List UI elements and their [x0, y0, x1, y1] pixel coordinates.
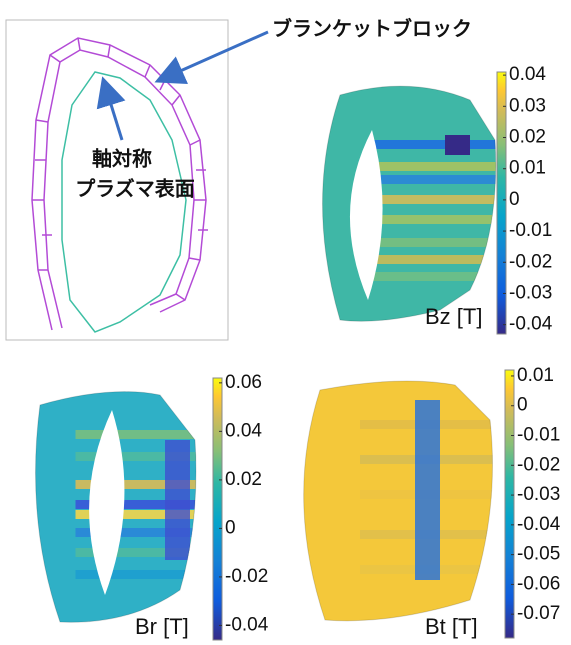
surface-stripe: [76, 430, 206, 439]
colorbar-tick-label: 0: [509, 189, 520, 210]
colorbar-tick-label: -0.05: [517, 544, 560, 565]
surface-stripe: [165, 440, 190, 560]
colorbar-tick-label: 0: [517, 395, 528, 416]
colorbar: [213, 378, 222, 640]
surface-base: [300, 375, 500, 630]
colorbar-tick-label: -0.04: [225, 614, 269, 635]
surface-stripe: [367, 255, 500, 264]
colorbar-tick-label: 0.06: [225, 372, 262, 393]
surface-stripe: [415, 400, 440, 580]
surface-stripe: [367, 215, 500, 224]
surface-stripe: [367, 238, 500, 247]
surface-stripe: [367, 195, 500, 204]
panel-label: Bz [T]: [425, 304, 482, 329]
colorbar-tick-label: -0.01: [509, 220, 552, 241]
panel-label: Br [T]: [135, 614, 189, 639]
annotation: ブランケットブロック: [272, 17, 472, 41]
figure: ブランケットブロック 軸対称 プラズマ表面 0.04 0.03 0.02 0.01 0 -…: [0, 0, 571, 645]
surface-stripe: [445, 135, 470, 155]
colorbar: [497, 72, 506, 334]
colorbar-tick-label: 0.01: [509, 158, 546, 179]
surface-stripe: [367, 140, 500, 149]
panel-label: Bt [T]: [425, 614, 478, 639]
colorbar-tick-label: 0.02: [509, 127, 546, 148]
surface-stripe: [76, 570, 206, 579]
colorbar-tick-label: 0.04: [225, 420, 262, 441]
colorbar-tick-label: -0.03: [509, 282, 552, 303]
colorbar: [505, 370, 514, 638]
colorbar-tick-label: -0.03: [517, 484, 560, 505]
surface-stripe: [367, 175, 500, 184]
colorbar-tick-label: 0.04: [509, 64, 546, 85]
annotation: プラズマ表面: [75, 177, 195, 201]
surface-stripe: [367, 162, 500, 171]
colorbar-tick-label: 0.03: [509, 95, 546, 116]
colorbar-tick-label: -0.04: [509, 314, 553, 335]
surface-stripe: [367, 272, 500, 281]
colorbar-tick-label: 0.01: [517, 365, 554, 386]
colorbar-tick-label: -0.02: [509, 251, 552, 272]
colorbar-tick-label: -0.02: [517, 454, 560, 475]
colorbar-tick-label: -0.06: [517, 573, 560, 594]
annotation: 軸対称: [92, 147, 152, 171]
surface-base: [310, 80, 500, 330]
colorbar-tick-label: -0.02: [225, 566, 268, 587]
colorbar-tick-label: -0.04: [517, 514, 561, 535]
surface: [310, 80, 500, 330]
colorbar-tick-label: -0.01: [517, 425, 560, 446]
surface: [300, 375, 500, 630]
colorbar-tick-label: -0.07: [517, 603, 560, 624]
colorbar-tick-label: 0: [225, 517, 236, 538]
colorbar-tick-label: 0.02: [225, 469, 262, 490]
